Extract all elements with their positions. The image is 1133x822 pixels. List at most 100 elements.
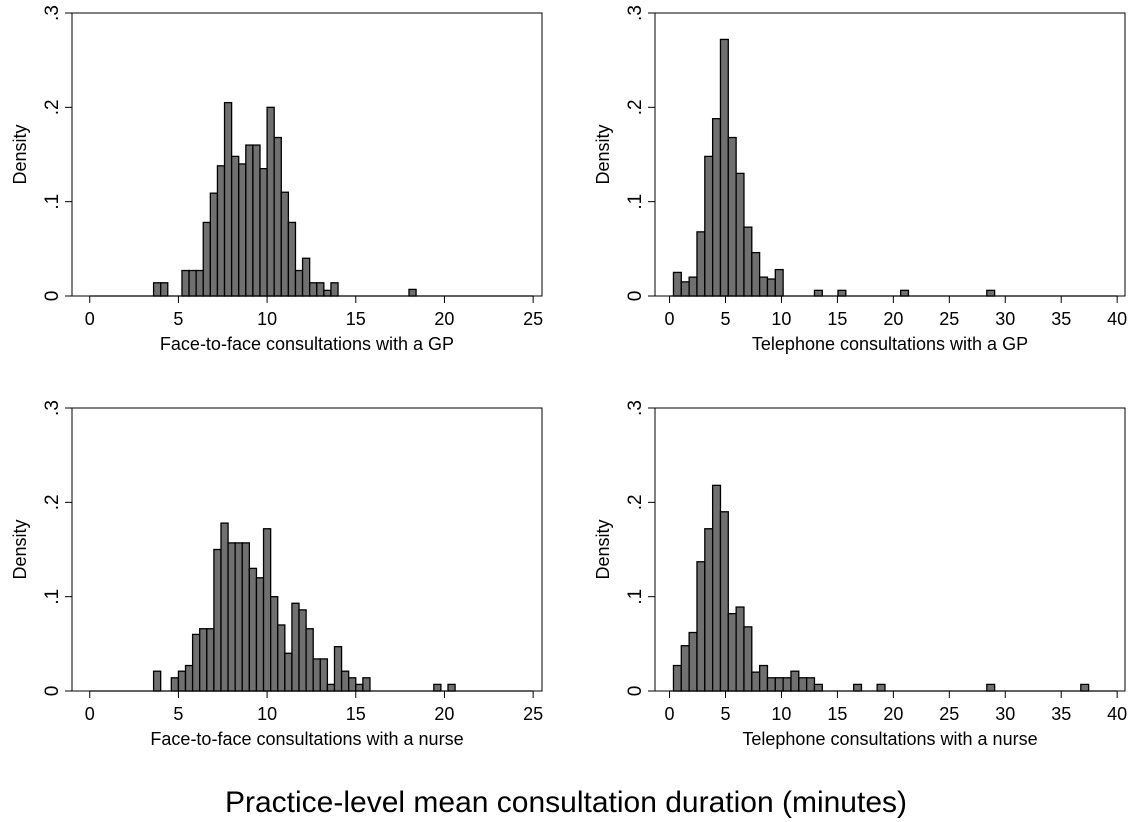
panel-1-bar-7 — [209, 192, 219, 297]
panel-4-xtick-label-3: 10 — [771, 704, 791, 724]
panel-1-bar-1 — [152, 282, 162, 297]
panel-2-xtick-label-8: 35 — [1051, 309, 1071, 329]
panel-1-ytick-label-4: .3 — [42, 5, 63, 21]
panel-2-xtick-label-7: 30 — [995, 309, 1015, 329]
panel-1-bar-14 — [259, 167, 268, 297]
panel-3-bar-16 — [269, 596, 279, 692]
panel-1-bar-19 — [294, 269, 304, 297]
panel-1-bar-9 — [223, 101, 233, 297]
panel-4-bar-2 — [680, 645, 690, 692]
panel-2-xtick-label-3: 10 — [771, 309, 791, 329]
panel-4-bar-12 — [758, 664, 769, 692]
panel-3-ytick-label-1: 0 — [42, 686, 63, 697]
panel-3-bar-13 — [248, 567, 258, 692]
panel-4-bar-7 — [719, 511, 729, 692]
panel-2-bar-13 — [766, 278, 776, 297]
panel-2-bar-9 — [735, 172, 745, 297]
panel-2-xtick-label-5: 20 — [883, 309, 903, 329]
panel-1-y-axis-title: Density — [10, 124, 30, 184]
panel-1-bar-6 — [202, 221, 211, 297]
panel-4-xtick-label-2: 5 — [720, 704, 730, 724]
panel-1: 0 5 10 15 20 25 0 .1 .2 .3 Face-to-face consultati… — [10, 5, 543, 354]
panel-3-bar-31 — [447, 683, 456, 692]
panel-3-xtick-label-1: 0 — [85, 704, 95, 724]
panel-3-bar-5 — [191, 633, 201, 692]
panel-1-bar-10 — [230, 155, 240, 297]
panel-1-bar-22 — [316, 282, 325, 297]
panel-3-bar-24 — [326, 683, 336, 692]
panel-2-ytick-label-3: .2 — [625, 99, 646, 115]
panel-3-ytick-label-3: .2 — [42, 494, 63, 510]
panel-3-xtick-label-2: 5 — [173, 704, 183, 724]
panel-4-xtick-label-7: 30 — [995, 704, 1015, 724]
panel-3-xtick-label-4: 15 — [346, 704, 366, 724]
panel-3-xtick-label-3: 10 — [257, 704, 277, 724]
panel-4-bar-20 — [852, 683, 863, 692]
panel-2-bar-8 — [727, 136, 737, 297]
panel-4-bar-3 — [688, 631, 698, 692]
panel-1-bar-23 — [323, 289, 332, 297]
panel-4-bar-17 — [798, 677, 808, 692]
panel-3-bar-30 — [433, 683, 442, 692]
panel-3-bar-3 — [177, 670, 187, 692]
panel-1-bar-24 — [330, 282, 339, 297]
panel-1-bar-5 — [195, 269, 204, 297]
panel-2-xtick-label-4: 15 — [827, 309, 847, 329]
panel-2-ytick-label-4: .3 — [625, 5, 646, 21]
panel-4-ytick-label-4: .3 — [625, 400, 646, 416]
panel-2-bar-3 — [688, 276, 698, 297]
panel-3-bar-23 — [319, 658, 329, 692]
panel-2-ytick-label-1: 0 — [625, 291, 646, 302]
panel-2-bar-18 — [986, 289, 996, 297]
panel-2-bar-11 — [751, 251, 761, 297]
panel-4-ytick-label-2: .1 — [625, 589, 646, 605]
panel-3-bar-10 — [227, 542, 236, 692]
panel-3-bar-27 — [348, 677, 357, 692]
panel-3-bar-26 — [340, 670, 350, 692]
panel-2-bar-5 — [704, 155, 714, 297]
panel-3: 0 5 10 15 20 25 0 .1 .2 .3 Face-to-face consultati… — [10, 400, 543, 749]
panel-3-bar-8 — [213, 548, 222, 692]
panel-1-x-axis-title: Face-to-face consultations with a GP — [160, 334, 454, 354]
panel-4-bar-22 — [986, 683, 996, 692]
panel-2-bar-2 — [680, 281, 690, 297]
panel-4-xtick-label-8: 35 — [1051, 704, 1071, 724]
panel-3-bar-29 — [362, 677, 371, 692]
panel-1-bar-25 — [408, 288, 417, 297]
panel-1-bar-3 — [181, 269, 190, 297]
panel-3-bar-25 — [333, 646, 343, 692]
panel-1-xtick-label-4: 15 — [346, 309, 366, 329]
panel-2-y-axis-title: Density — [593, 124, 613, 184]
panel-3-bar-4 — [184, 664, 194, 692]
panel-4: 0 5 10 15 20 25 30 35 40 0 .1 .2 .3 Telephone consult… — [593, 400, 1127, 749]
panel-4-bar-5 — [704, 528, 714, 692]
panel-1-bar-20 — [301, 257, 311, 297]
panel-2-xtick-label-2: 5 — [720, 309, 730, 329]
panel-2-xtick-label-1: 0 — [665, 309, 675, 329]
panel-1-bar-12 — [245, 144, 254, 297]
panel-1-xtick-label-5: 20 — [434, 309, 454, 329]
panel-1-xtick-label-2: 5 — [173, 309, 183, 329]
panel-2-bar-12 — [758, 276, 769, 297]
panel-4-bar-21 — [876, 683, 886, 692]
panel-1-xtick-label-1: 0 — [85, 309, 95, 329]
panel-3-bar-22 — [312, 658, 321, 692]
panel-4-bar-6 — [711, 484, 722, 692]
panel-3-ytick-label-2: .1 — [42, 589, 63, 605]
panel-4-ytick-label-3: .2 — [625, 494, 646, 510]
panel-3-bar-20 — [298, 609, 307, 692]
panel-4-xtick-label-4: 15 — [827, 704, 847, 724]
panel-1-ytick-label-3: .2 — [42, 99, 63, 115]
panel-1-bar-15 — [266, 106, 275, 297]
panel-4-xtick-label-9: 40 — [1107, 704, 1127, 724]
panel-1-bar-16 — [273, 136, 282, 297]
panel-3-bar-7 — [206, 628, 215, 692]
panel-3-bar-11 — [234, 542, 243, 692]
panel-1-bar-17 — [280, 191, 290, 297]
panel-4-x-axis-title: Telephone consultations with a nurse — [742, 729, 1037, 749]
panel-3-xtick-label-6: 25 — [523, 704, 543, 724]
panel-2-bar-4 — [696, 231, 706, 297]
panel-2-xtick-label-9: 40 — [1107, 309, 1127, 329]
panel-2-bar-16 — [837, 289, 847, 297]
